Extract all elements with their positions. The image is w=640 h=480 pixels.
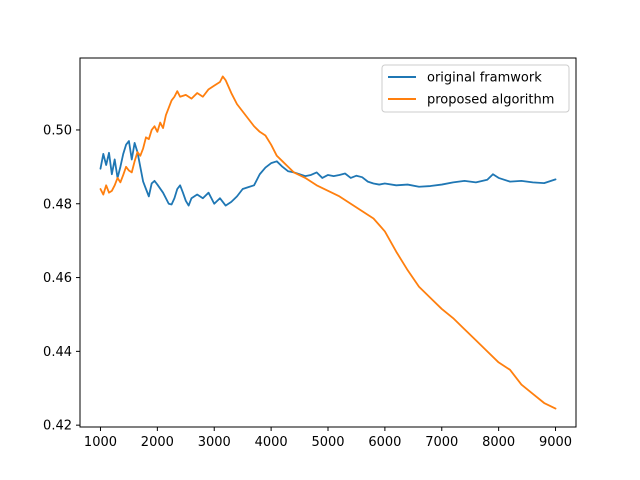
y-tick-label-0.48: 0.48 xyxy=(43,197,72,212)
x-tick-label-5000: 5000 xyxy=(311,435,344,450)
x-tick-label-8000: 8000 xyxy=(482,435,515,450)
y-tick-label-0.42: 0.42 xyxy=(43,419,72,434)
x-tick-label-9000: 9000 xyxy=(539,435,572,450)
x-tick-label-2000: 2000 xyxy=(141,435,174,450)
legend-label-original-framwork: original framwork xyxy=(427,71,542,86)
legend: original framwork proposed algorithm xyxy=(381,64,570,113)
y-tick-label-0.46: 0.46 xyxy=(43,271,72,286)
y-tick-label-0.44: 0.44 xyxy=(43,345,72,360)
series-line-proposed-algorithm xyxy=(99,75,557,410)
series-line-original-framwork xyxy=(99,140,557,207)
legend-box xyxy=(381,64,570,113)
x-tick-label-6000: 6000 xyxy=(368,435,401,450)
x-tick-label-7000: 7000 xyxy=(425,435,458,450)
axes: 1000 2000 3000 4000 5000 6000 7000 8000 9000 0.42… xyxy=(43,57,577,450)
plot-lines xyxy=(99,75,557,410)
y-tick-label-0.50: 0.50 xyxy=(43,123,72,138)
legend-label-proposed-algorithm: proposed algorithm xyxy=(427,93,554,108)
x-tick-label-4000: 4000 xyxy=(255,435,288,450)
x-tick-label-3000: 3000 xyxy=(198,435,231,450)
x-tick-label-1000: 1000 xyxy=(84,435,117,450)
